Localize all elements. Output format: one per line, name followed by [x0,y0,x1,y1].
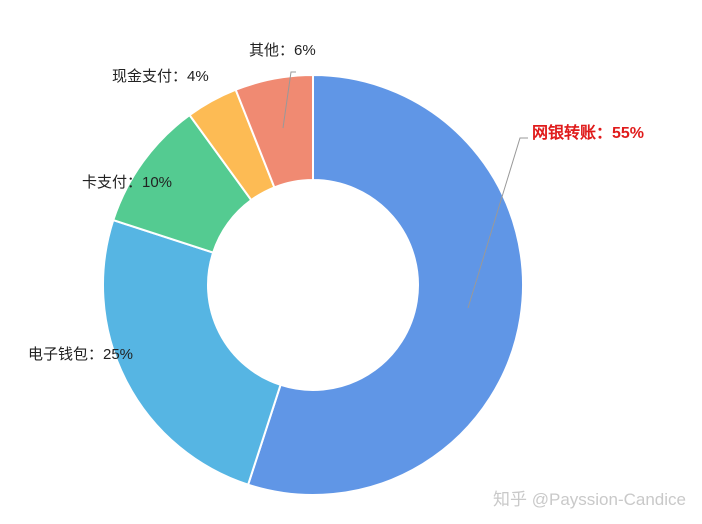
label-leader-lines [282,71,528,309]
donut-slice-1 [102,218,282,486]
slice-label-1: 电子钱包：25% [28,346,133,363]
slice-label-3: 现金支付：4% [112,68,209,85]
leader-line-0 [467,137,528,309]
slice-label-4: 其他：6% [249,42,316,59]
donut-slice-4 [234,73,314,189]
watermark: 知乎 @Payssion-Candice [493,490,686,509]
donut-slice-0 [246,73,524,496]
slice-label-0: 网银转账：55% [532,123,644,142]
donut-slices [102,73,524,496]
slice-labels: 网银转账：55% 电子钱包：25% 卡支付：10% 现金支付：4% 其他：6% [28,42,644,363]
leader-line-4 [282,71,296,129]
slice-label-2: 卡支付：10% [82,174,172,191]
